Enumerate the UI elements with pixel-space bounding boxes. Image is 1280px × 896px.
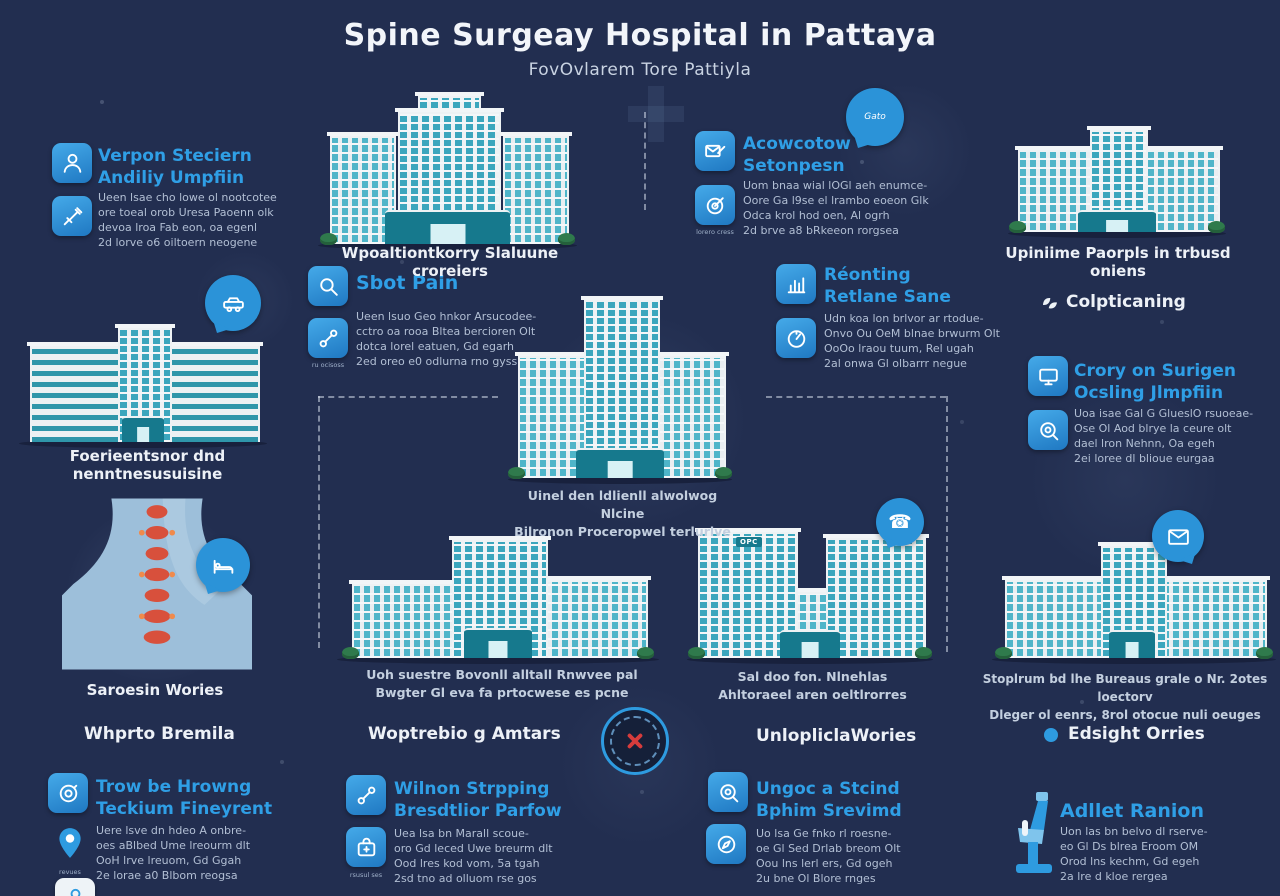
card-body-reonting: Udn koa lon brlvor ar rtodue- Onvo Ou OeM…	[824, 312, 1000, 370]
card-body-ungoc: Uo lsa Ge fnko rl roesne-oe Gl Sed Drlab…	[756, 827, 901, 885]
person-pin-icon	[53, 820, 87, 866]
hospital-building-left	[18, 324, 268, 448]
icon-caption: rsusul ses	[349, 871, 383, 879]
section-heading-1: Whprto Bremila	[84, 724, 235, 744]
card-body-adllet: Uon las bn belvo dl rserve-eo Gl Ds blre…	[1060, 825, 1208, 883]
card-body-acow: Uom bnaa wial lOGl aeh enumce- Oore Ga l9…	[743, 179, 929, 237]
dashed-connector	[946, 396, 948, 652]
dashed-connector	[766, 396, 946, 398]
envelope-bubble-icon	[1152, 510, 1205, 577]
cut-off-tile-icon	[55, 878, 95, 896]
medical-bag-icon	[346, 827, 386, 867]
card-body-crory: Uoa isae Gal G GlueslO rsuoeae- Ose Ol Ao…	[1074, 407, 1254, 465]
medical-cross-watermark	[628, 86, 684, 142]
background-dots	[100, 100, 104, 104]
building-caption-5: Uoh suestre Bovonll alltall Rnwvee pal Bw…	[366, 667, 638, 700]
page-subtitle: FovOvlarem Tore Pattiyla	[528, 60, 752, 80]
bullet-dot-icon	[1044, 728, 1058, 742]
bar-chart-icon	[776, 264, 816, 304]
card-title-crory: Crory on Surigen Ocsling Jlmpfiin	[1074, 361, 1236, 404]
hospital-building-bottom-right	[992, 542, 1276, 664]
person-icon	[52, 143, 92, 183]
joint-pain-icon	[308, 318, 348, 358]
camera-icon	[48, 773, 88, 813]
colpticaning-label: Colpticaning	[1066, 292, 1186, 312]
syringe-icon	[52, 196, 92, 236]
card-title-verpon: Verpon Steciern Andiliy Umpfiin	[98, 146, 252, 189]
section-heading-2: Woptrebio g Amtars	[368, 724, 561, 744]
section-heading-3: UnlopliclaWories	[756, 726, 917, 746]
chat-bubble-text: Gato	[864, 112, 886, 122]
hospital-building-center	[507, 296, 733, 484]
card-body-wilnon: Uea lsa bn Marall scoue-oro Gd leced Uwe…	[394, 827, 553, 885]
dental-chair-icon	[1010, 790, 1058, 878]
card-title-acow: Acowcotow Setonpesn	[743, 134, 851, 177]
dashed-connector	[318, 396, 320, 648]
icon-caption: ru ocisoss	[311, 361, 345, 369]
spine-caption: Saroesin Wories	[86, 681, 224, 699]
building-caption-2: Upiniime Paorpls in trbusd oniens	[1005, 244, 1231, 280]
page-title: Spine Surgeay Hospital in Pattaya	[343, 18, 937, 53]
target-icon	[695, 185, 735, 225]
medical-seal-badge	[601, 707, 669, 775]
bone-joint-icon	[346, 775, 386, 815]
icon-caption: revues	[59, 868, 81, 876]
mail-edit-icon	[695, 131, 735, 171]
phone-icon: ☎	[888, 510, 912, 533]
card-body-verpon: Ueen lsae cho lowe ol nootcotee ore toeal…	[98, 191, 277, 249]
spine-illustration	[62, 498, 252, 670]
card-title-reonting: Réonting Retlane Sane	[824, 265, 951, 308]
card-title-sbot: Sbot Pain	[356, 272, 459, 294]
card-title-wilnon: Wilnon Strpping Bresdtlior Parfow	[394, 779, 562, 822]
dashed-connector	[318, 396, 498, 398]
hospital-building-top-center	[318, 92, 577, 250]
scan-search-icon	[708, 772, 748, 812]
crossed-instruments-icon	[622, 728, 648, 754]
search-icon	[308, 266, 348, 306]
compass-icon	[706, 824, 746, 864]
building-sign: OPC	[736, 537, 762, 547]
gauge-icon	[776, 318, 816, 358]
hospital-building-bottom-mid: OPC	[686, 528, 934, 664]
phone-bubble-icon: ☎	[875, 498, 924, 561]
hospital-bed-bubble-icon	[195, 538, 250, 607]
building-caption-6: Sal doo fon. Nlnehlas Ahltoraeel aren oel…	[718, 669, 907, 702]
section-heading-4: Edsight Orries	[1068, 724, 1205, 744]
card-title-trow: Trow be Hrowng Teckium Fineyrent	[96, 777, 273, 820]
hospital-building-bottom-left	[337, 536, 659, 664]
card-title-adllet: Adllet Ranion	[1060, 800, 1204, 822]
building-caption-4: Uinel den ldlienll alwolwog Nlcine Bilron…	[514, 488, 731, 539]
building-caption-7: Stoplrum bd lhe Bureaus grale o Nr. 2ote…	[982, 672, 1268, 722]
building-caption-1: Wpoaltiontkorry Slaluune croreiers	[341, 244, 559, 280]
leaves-icon	[1038, 290, 1062, 314]
card-title-ungoc: Ungoc a Stcind Bphim Srevimd	[756, 779, 902, 822]
scan-search-icon	[1028, 410, 1068, 450]
dashed-connector	[644, 112, 646, 210]
hospital-building-top-right	[1008, 126, 1226, 238]
chat-bubble-icon: Gato	[845, 88, 904, 161]
building-caption-3: Foerieentsnor dnd nenntnesusuisine	[69, 447, 226, 483]
icon-caption: lorero cress	[696, 228, 734, 236]
card-body-trow: Uere lsve dn hdeo A onbre-oes aBlbed Ume…	[96, 824, 251, 882]
ambulance-bubble-icon	[204, 275, 261, 346]
monitor-icon	[1028, 356, 1068, 396]
card-body-sbot: Ueen lsuo Geo hnkor Arsucodee-cctro oa r…	[356, 310, 537, 368]
